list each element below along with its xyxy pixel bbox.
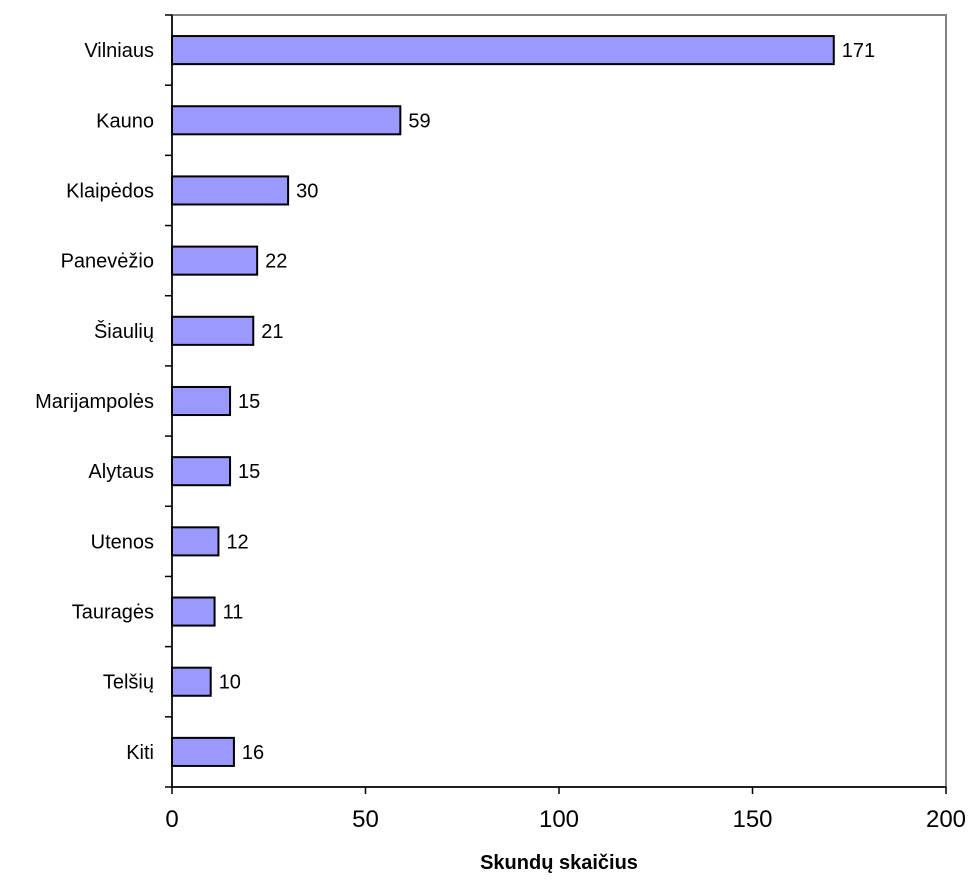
x-tick-label: 50 [352,806,379,833]
bar [171,666,212,697]
category-label: Vilniaus [84,40,154,62]
x-axis-title: Skundų skaičius [480,852,638,874]
bar [171,736,235,767]
bar [171,175,290,206]
category-label: Klaipėdos [66,180,154,202]
bar [171,245,259,276]
x-tick-label: 150 [732,806,772,833]
category-label: Alytaus [88,461,154,483]
value-label: 15 [238,391,260,413]
bars-group [171,35,835,767]
value-labels-group: 171 59 30 22 21 15 15 12 11 10 16 [219,40,875,764]
category-label: Kauno [96,110,154,132]
value-label: 171 [842,40,875,62]
bar [171,456,232,487]
category-label: Tauragės [72,602,154,624]
bar [171,596,216,627]
category-label: Utenos [91,531,154,553]
x-tick-label: 0 [165,806,178,833]
x-tick-labels-group: 0 50 100 150 200 [165,806,966,833]
value-label: 16 [242,742,264,764]
bar [171,526,220,557]
value-label: 10 [219,672,241,694]
bar [171,385,232,417]
plot-area [171,14,947,788]
axes-group [165,14,947,794]
category-label: Marijampolės [35,391,154,413]
x-tick-label: 100 [539,806,579,833]
value-label: 11 [223,602,244,624]
category-label: Telšių [103,672,154,694]
category-label: Šiaulių [94,320,154,343]
value-label: 59 [408,110,430,132]
x-tick-label: 200 [926,806,966,833]
value-label: 30 [296,180,318,202]
value-label: 12 [226,531,248,553]
bar [171,105,402,136]
value-label: 21 [261,321,283,343]
category-labels-group: Vilniaus Kauno Klaipėdos Panevėžio Šiaulių Ma… [35,40,154,764]
category-label: Panevėžio [61,251,154,273]
value-label: 15 [238,461,260,483]
value-label: 22 [265,251,287,273]
category-label: Kiti [126,742,154,764]
bar [171,315,255,346]
bar [171,35,835,66]
